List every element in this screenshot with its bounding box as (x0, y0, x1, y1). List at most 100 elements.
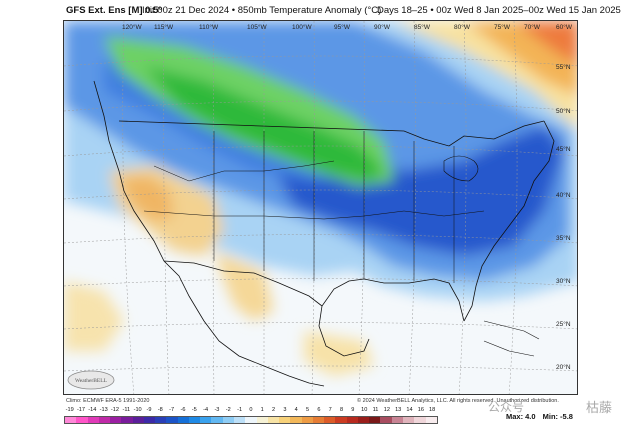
colorbar-tick: 14 (406, 407, 413, 413)
colorbar-swatch (200, 417, 212, 423)
pacific-coastline (93, 80, 325, 387)
colorbar-tick: -6 (180, 407, 186, 413)
colorbar-tick: 3 (283, 407, 287, 413)
colorbar-swatch (312, 417, 325, 423)
green-anomaly-band-core (144, 66, 384, 181)
parallel-25n (64, 322, 577, 330)
lat-label: 25°N (556, 320, 571, 328)
colorbar-swatch (380, 417, 392, 423)
warm-anomaly-region-ne-strong (514, 21, 577, 65)
weatherbell-logo: WeatherBELL (67, 370, 115, 390)
meridian-100w (311, 21, 315, 394)
watermark-left: 公众号 (488, 400, 525, 414)
colorbar-tick: 1 (260, 407, 264, 413)
map-canvas: 120°W 115°W 110°W 105°W 100°W 95°W 90°W … (64, 21, 577, 394)
max-label: Max: (506, 412, 524, 421)
colorbar-swatch (290, 417, 302, 423)
lon-label: 60°W (556, 23, 573, 31)
valid-period: Days 18–25 • 00z Wed 8 Jan 2025–00z Wed … (377, 5, 621, 16)
lat-label: 50°N (556, 107, 571, 115)
gulf-coastline (318, 278, 465, 357)
model-title: GFS Ext. Ens [M] 0.5° (66, 5, 163, 16)
colorbar-swatches (64, 416, 438, 424)
lat-label: 20°N (556, 363, 571, 371)
colorbar-tick: 12 (383, 407, 390, 413)
meridian-120w (122, 21, 135, 394)
longitude-labels: 120°W 115°W 110°W 105°W 100°W 95°W 90°W … (122, 23, 573, 31)
colorbar-tick: -1 (237, 407, 243, 413)
colorbar-tick: -11 (122, 407, 131, 413)
colorbar-tick: 7 (328, 407, 332, 413)
lat-label: 55°N (556, 63, 571, 71)
colorbar-swatch (155, 417, 167, 423)
colorbar-swatch (121, 417, 133, 423)
min-label: Min: (542, 412, 559, 421)
colorbar-tick: 2 (272, 407, 276, 413)
colorbar-tick: -17 (76, 407, 86, 413)
colorbar-tick: 4 (294, 407, 298, 413)
parallel-50n (64, 100, 577, 112)
colorbar-swatch (402, 417, 415, 423)
colorbar-swatch (188, 417, 201, 423)
meridian-110w (212, 21, 215, 394)
lon-label: 120°W (122, 23, 142, 31)
logo-badge (67, 370, 115, 390)
lat-label: 35°N (556, 234, 571, 242)
meridian-115w (163, 21, 170, 394)
colorbar-swatch (233, 417, 246, 423)
colorbar-swatch (222, 417, 234, 423)
parallel-55n (64, 55, 577, 67)
lon-label: 70°W (524, 23, 541, 31)
colorbar-swatch (414, 417, 426, 423)
header: GFS Ext. Ens [M] 0.5° Init 00z 21 Dec 20… (0, 5, 640, 19)
colorbar-swatch (76, 417, 88, 423)
watermark-right: 枯藤 (586, 400, 613, 415)
us-mexico-border (163, 260, 323, 307)
meridian-80w (508, 21, 518, 394)
watermark: 公众号 枯藤 (488, 398, 612, 415)
state-lines-vertical (213, 131, 455, 283)
great-lakes (443, 155, 479, 182)
colorbar-swatch (245, 417, 257, 423)
colorbar-swatch (279, 417, 291, 423)
colorbar-tick: -7 (169, 407, 175, 413)
colorbar-swatch (346, 417, 358, 423)
latitude-labels: 55°N 50°N 45°N 40°N 35°N 30°N 25°N 20°N (556, 63, 571, 371)
colorbar-tick: 13 (395, 407, 402, 413)
colorbar-tick: -13 (99, 407, 108, 413)
warm-anomaly-southwest (119, 176, 174, 221)
colorbar-tick: -8 (157, 407, 163, 413)
colorbar-tick: -14 (88, 407, 97, 413)
colorbar-swatch (335, 417, 347, 423)
colorbar-swatch (177, 417, 189, 423)
colorbar-swatch (87, 417, 99, 423)
colorbar-tick: 11 (372, 407, 379, 413)
parallel-20n (64, 365, 577, 372)
colorbar-tick: -12 (110, 407, 120, 413)
lat-label: 45°N (556, 145, 571, 153)
colorbar-swatch (166, 417, 178, 423)
colorbar-tick: -10 (133, 407, 142, 413)
colorbar-tick: 8 (339, 407, 344, 413)
colorbar-swatch (256, 417, 268, 423)
colorbar-swatch (267, 417, 280, 423)
lon-label: 75°W (494, 23, 511, 31)
colorbar-tick: -19 (65, 407, 74, 413)
colorbar-swatch (65, 417, 77, 423)
colorbar-tick: -3 (214, 407, 220, 413)
state-lines-north (153, 160, 335, 182)
lat-label: 30°N (556, 277, 571, 285)
colorbar-swatch (132, 417, 144, 423)
copyright-credit: © 2024 WeatherBELL Analytics, LLC. All r… (357, 398, 559, 404)
colorbar-tick: -2 (225, 407, 231, 413)
min-value: -5.8 (560, 412, 573, 421)
graticule (64, 21, 577, 394)
colorbar-swatch (357, 417, 370, 423)
warm-anomaly-mexico (214, 251, 274, 321)
colorbar-swatch (143, 417, 156, 423)
lon-label: 105°W (247, 23, 267, 31)
lon-label: 90°W (374, 23, 391, 31)
parallel-40n (64, 189, 577, 200)
lon-label: 100°W (292, 23, 312, 31)
